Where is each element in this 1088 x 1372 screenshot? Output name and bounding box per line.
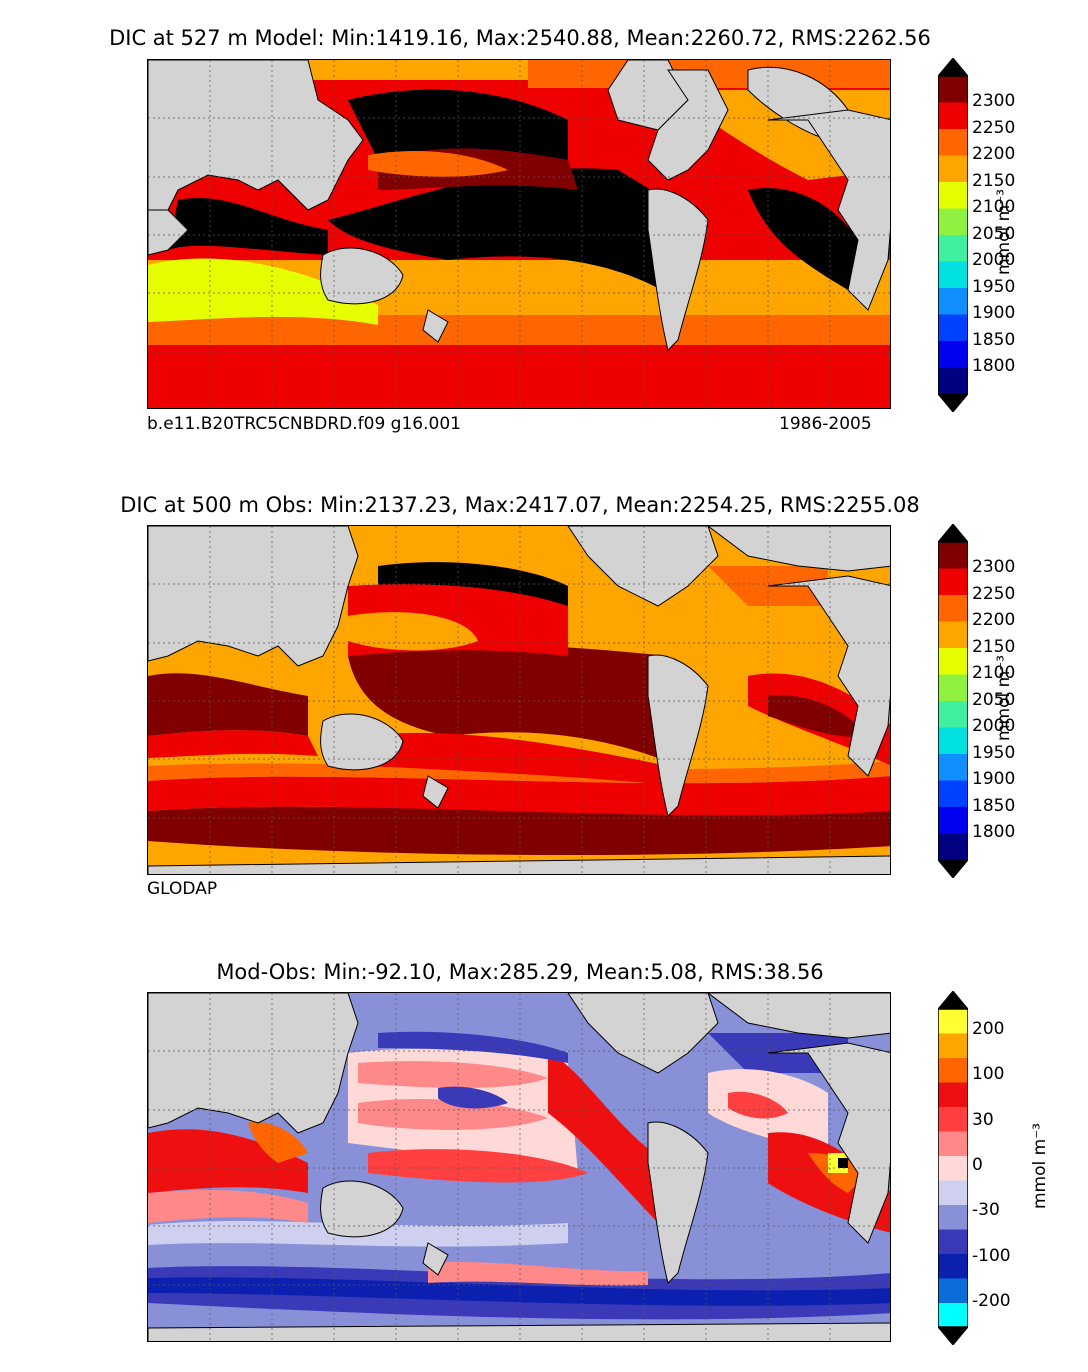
panel1-map — [147, 59, 891, 409]
colorbar-tick: 1950 — [972, 277, 1016, 297]
colorbar-tick: 2150 — [972, 171, 1016, 191]
colorbar-tick: 2050 — [972, 690, 1016, 710]
colorbar-tick: 1800 — [972, 356, 1016, 376]
colorbar-tick: 1850 — [972, 796, 1016, 816]
colorbar-tick: 2000 — [972, 250, 1016, 270]
colorbar-tick: 1950 — [972, 743, 1016, 763]
colorbar-tick: 2200 — [972, 144, 1016, 164]
panel3-map — [147, 992, 891, 1342]
colorbar-tick: 2100 — [972, 197, 1016, 217]
panel1-colorbar — [936, 57, 970, 416]
panel1-title: DIC at 527 m Model: Min:1419.16, Max:254… — [109, 26, 931, 50]
colorbar-tick: -30 — [972, 1200, 1000, 1220]
colorbar-tick: 30 — [972, 1110, 994, 1130]
panel1-case-name: b.e11.B20TRC5CNBDRD.f09 g16.001 — [147, 414, 461, 434]
colorbar-tick: 2050 — [972, 224, 1016, 244]
colorbar-tick: 2300 — [972, 557, 1016, 577]
colorbar-tick: 2250 — [972, 584, 1016, 604]
colorbar-tick: 1900 — [972, 303, 1016, 323]
panel3-colorbar — [936, 990, 970, 1349]
colorbar-tick: 1900 — [972, 769, 1016, 789]
panel2-colorbar — [936, 523, 970, 882]
panel1-years: 1986-2005 — [779, 414, 872, 434]
panel2-colorbar-unit: mmol m⁻³ — [994, 655, 1014, 741]
colorbar-tick: -200 — [972, 1291, 1011, 1311]
colorbar-tick: 2300 — [972, 91, 1016, 111]
colorbar-tick: 200 — [972, 1019, 1005, 1039]
colorbar-tick: -100 — [972, 1246, 1011, 1266]
panel2-title: DIC at 500 m Obs: Min:2137.23, Max:2417.… — [120, 493, 920, 517]
panel2-source: GLODAP — [147, 879, 218, 899]
colorbar-tick: 2250 — [972, 118, 1016, 138]
colorbar-tick: 100 — [972, 1064, 1005, 1084]
panel1-colorbar-unit: mmol m⁻³ — [994, 189, 1014, 275]
colorbar-tick: 2200 — [972, 610, 1016, 630]
colorbar-tick: 0 — [972, 1155, 983, 1175]
colorbar-tick: 2100 — [972, 663, 1016, 683]
colorbar-tick: 1800 — [972, 822, 1016, 842]
colorbar-tick: 2150 — [972, 637, 1016, 657]
panel3-title: Mod-Obs: Min:-92.10, Max:285.29, Mean:5.… — [216, 960, 824, 984]
panel2-map — [147, 525, 891, 875]
panel3-colorbar-unit: mmol m⁻³ — [1030, 1123, 1050, 1209]
colorbar-tick: 1850 — [972, 330, 1016, 350]
colorbar-tick: 2000 — [972, 716, 1016, 736]
